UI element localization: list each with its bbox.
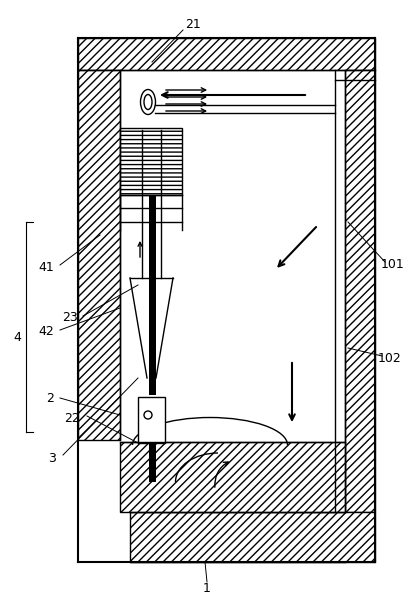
Ellipse shape	[140, 90, 155, 114]
Bar	[130, 512, 374, 562]
Bar	[120, 442, 344, 512]
Text: 101: 101	[380, 258, 404, 272]
Text: 1: 1	[202, 582, 211, 595]
Bar	[78, 70, 120, 440]
Bar	[78, 38, 374, 70]
Bar	[149, 442, 156, 482]
Text: 102: 102	[377, 352, 401, 364]
Bar	[120, 128, 182, 195]
Text: 42: 42	[38, 326, 54, 338]
Circle shape	[144, 411, 152, 419]
Text: 23: 23	[62, 311, 78, 324]
Text: 41: 41	[38, 261, 54, 275]
Text: 4: 4	[13, 332, 21, 344]
Bar	[149, 160, 156, 395]
Text: 21: 21	[185, 17, 200, 31]
Bar	[138, 397, 165, 443]
Text: 2: 2	[46, 391, 54, 405]
Bar	[344, 70, 374, 512]
Text: 22: 22	[64, 412, 80, 424]
Text: 3: 3	[48, 452, 56, 465]
